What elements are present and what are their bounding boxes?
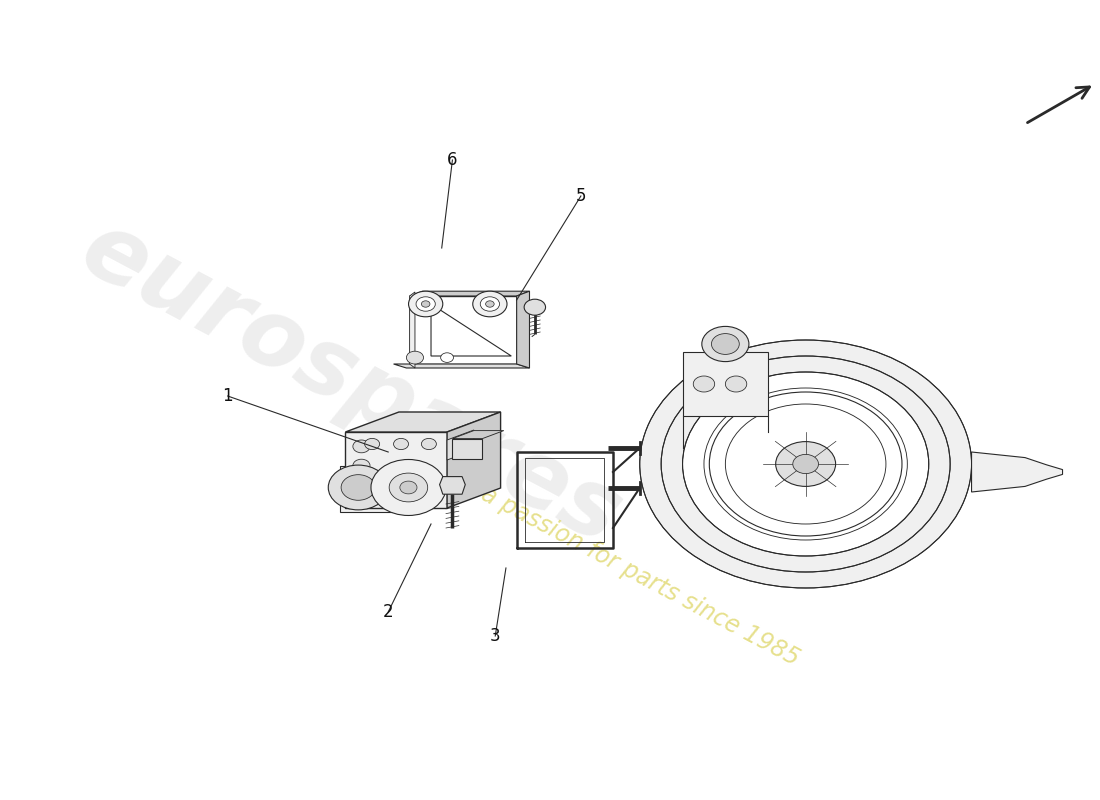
Circle shape xyxy=(485,301,494,307)
Polygon shape xyxy=(394,364,529,368)
Circle shape xyxy=(371,459,446,515)
Polygon shape xyxy=(517,291,529,368)
Polygon shape xyxy=(431,304,512,356)
Text: a passion for parts since 1985: a passion for parts since 1985 xyxy=(476,482,803,670)
Circle shape xyxy=(793,454,818,474)
Text: eurospares: eurospares xyxy=(65,203,636,565)
Text: 6: 6 xyxy=(448,151,458,169)
Circle shape xyxy=(712,334,739,354)
Polygon shape xyxy=(447,412,500,508)
Circle shape xyxy=(725,376,747,392)
Circle shape xyxy=(353,440,370,453)
Circle shape xyxy=(408,291,443,317)
Polygon shape xyxy=(345,432,447,508)
Polygon shape xyxy=(452,430,504,438)
Circle shape xyxy=(341,474,375,500)
Circle shape xyxy=(473,291,507,317)
Bar xyxy=(452,438,483,458)
Polygon shape xyxy=(409,296,517,364)
Circle shape xyxy=(776,442,836,486)
Text: 3: 3 xyxy=(490,627,500,645)
Circle shape xyxy=(416,297,436,311)
Circle shape xyxy=(702,326,749,362)
Text: 1: 1 xyxy=(222,387,233,405)
Text: 5: 5 xyxy=(575,187,586,205)
Circle shape xyxy=(394,438,408,450)
Polygon shape xyxy=(683,352,768,416)
Circle shape xyxy=(524,299,546,315)
Circle shape xyxy=(353,478,370,490)
Polygon shape xyxy=(409,291,529,296)
Circle shape xyxy=(683,372,928,556)
Circle shape xyxy=(421,301,430,307)
Circle shape xyxy=(640,340,971,588)
Circle shape xyxy=(421,438,437,450)
Circle shape xyxy=(661,356,950,572)
Polygon shape xyxy=(971,452,1063,492)
Circle shape xyxy=(389,473,428,502)
Circle shape xyxy=(400,481,417,494)
Circle shape xyxy=(441,353,453,362)
Circle shape xyxy=(693,376,715,392)
Text: 2: 2 xyxy=(383,603,394,621)
Circle shape xyxy=(365,438,380,450)
Polygon shape xyxy=(340,466,421,512)
Circle shape xyxy=(353,459,370,472)
Circle shape xyxy=(406,351,424,364)
Circle shape xyxy=(481,297,499,311)
Polygon shape xyxy=(447,430,474,460)
Polygon shape xyxy=(440,477,465,494)
Circle shape xyxy=(710,392,902,536)
Polygon shape xyxy=(345,412,500,432)
Circle shape xyxy=(328,465,388,510)
Polygon shape xyxy=(409,292,415,368)
